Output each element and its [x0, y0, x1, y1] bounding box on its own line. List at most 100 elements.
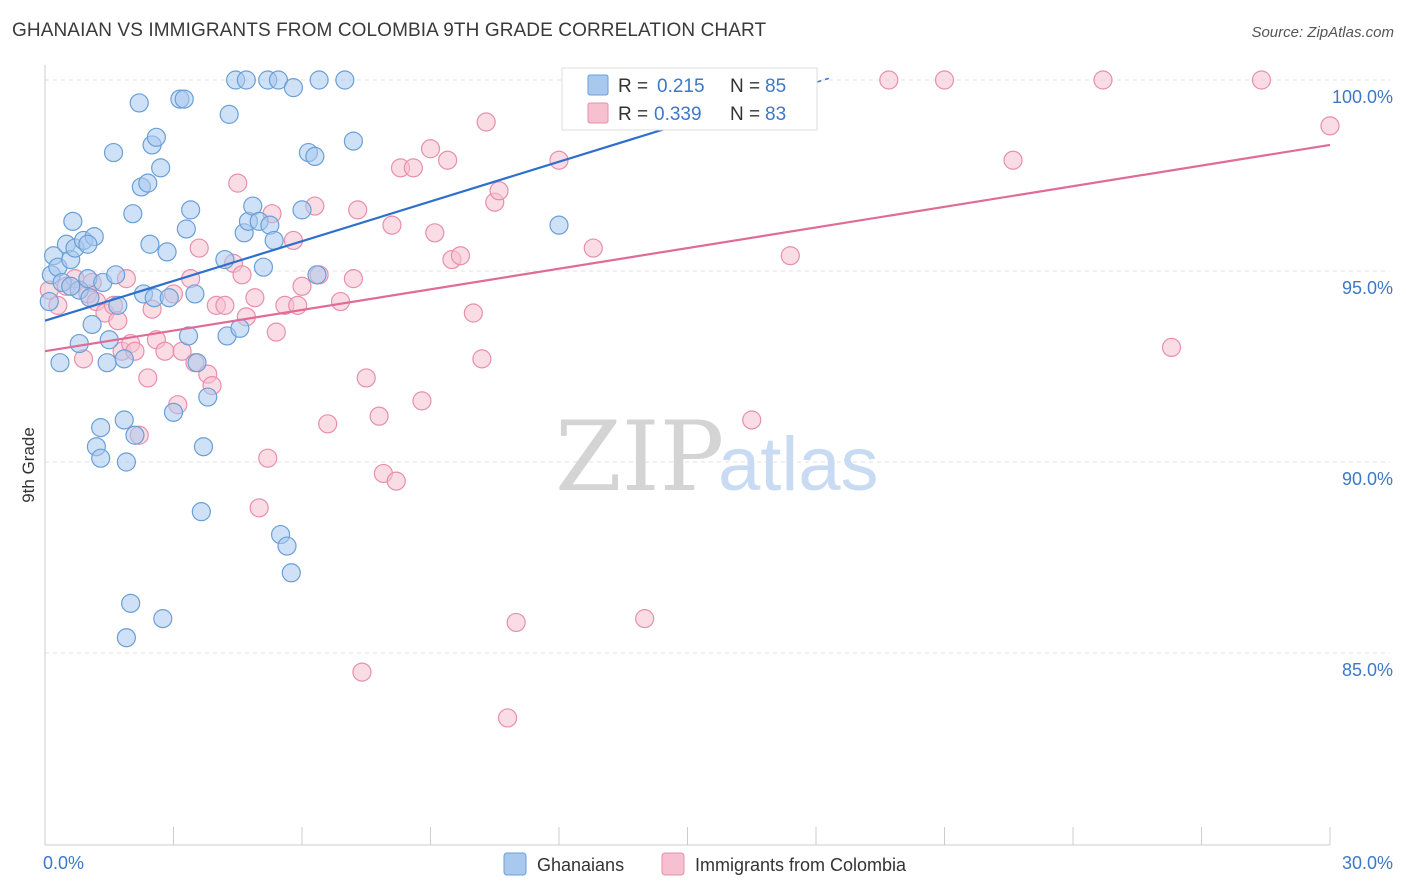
ghanaian-point: [187, 353, 207, 373]
y-tick-label: 90.0%: [1342, 469, 1393, 489]
ghanaian-point: [281, 563, 301, 583]
colombia-point: [742, 410, 762, 430]
legend-row2-n-value: 83: [765, 104, 786, 125]
ghanaian-point: [191, 502, 211, 522]
source-label: Source: ZipAtlas.com: [1251, 24, 1394, 41]
ghanaian-point: [181, 200, 201, 220]
ghanaian-point: [61, 276, 81, 296]
legend-stats: R = 0.215 N = 85 R = 0.339 N = 83: [561, 67, 818, 131]
legend-row1-n-value: 85: [765, 76, 786, 97]
colombia-point: [352, 662, 372, 682]
colombia-point: [420, 139, 441, 159]
ghanaian-point: [305, 146, 325, 166]
ghanaian-point: [198, 387, 218, 407]
colombia-trend-line: [44, 143, 1331, 353]
colombia-point: [258, 448, 278, 468]
ghanaian-point: [103, 142, 124, 163]
colombia-point: [438, 150, 458, 170]
ghanaian-point: [138, 173, 158, 193]
legend-ghanaians-label: Ghanaians: [537, 855, 624, 875]
legend-row2-r-label: R =: [618, 104, 648, 125]
colombia-point: [1320, 116, 1340, 136]
ghanaian-point: [97, 353, 117, 373]
ghanaian-point: [292, 200, 312, 220]
colombia-point: [498, 708, 518, 728]
colombia-point: [292, 276, 312, 296]
legend-row2-r-value: 0.339: [654, 104, 702, 125]
legend-row2-n-label: N =: [730, 104, 760, 125]
ghanaian-point: [219, 104, 239, 124]
ghanaian-point: [335, 70, 355, 90]
chart-title: GHANAIAN VS IMMIGRANTS FROM COLOMBIA 9TH…: [12, 20, 767, 41]
ghanaian-point: [253, 257, 274, 277]
ghanaian-point: [163, 402, 184, 422]
ghanaian-point: [146, 127, 166, 147]
colombia-point: [1251, 70, 1272, 90]
colombia-point: [386, 471, 406, 491]
ghanaian-point: [140, 234, 160, 254]
colombia-point: [412, 391, 432, 411]
colombia-point: [343, 269, 363, 289]
ghanaian-point: [549, 215, 569, 235]
watermark-zip: ZIP: [555, 401, 724, 513]
legend-blue-swatch: [587, 74, 609, 96]
ghanaian-point: [309, 70, 329, 90]
colombia-point: [879, 70, 899, 90]
axes: [44, 65, 1331, 846]
colombia-point: [232, 265, 252, 285]
legend-series: Ghanaians Immigrants from Colombia: [503, 852, 907, 876]
colombia-point: [489, 181, 509, 201]
colombia-point: [318, 414, 338, 434]
x-tick-labels: 0.0% 30.0%: [43, 853, 1393, 873]
ghanaian-point: [108, 295, 128, 315]
colombia-point: [1003, 150, 1023, 170]
ghanaian-point: [151, 158, 171, 178]
ghanaian-point: [307, 265, 327, 285]
colombia-point: [138, 368, 158, 388]
ghanaian-point: [185, 284, 205, 304]
colombia-point: [249, 498, 269, 518]
y-axis-label: 9th Grade: [19, 427, 38, 503]
colombia-point: [189, 238, 209, 258]
ghanaian-point: [157, 242, 177, 262]
y-tick-label: 95.0%: [1342, 278, 1393, 298]
legend-row1-n-label: N =: [730, 76, 760, 97]
ghanaian-point: [50, 353, 70, 373]
ghanaian-point: [106, 265, 126, 285]
colombia-point: [506, 612, 526, 633]
colombia-point: [472, 349, 492, 369]
colombia-point: [463, 303, 483, 323]
legend-colombia-label: Immigrants from Colombia: [695, 855, 907, 875]
ghanaian-point: [91, 448, 111, 468]
colombia-point: [635, 609, 655, 629]
ghanaian-point: [116, 452, 136, 472]
colombia-point: [425, 223, 445, 243]
colombia-point: [583, 238, 603, 258]
colombia-point: [356, 368, 376, 388]
ghanaian-point: [343, 131, 363, 151]
watermark: ZIP atlas: [555, 401, 879, 513]
series-ghanaians-points: [39, 70, 569, 648]
ghanaian-point: [193, 437, 214, 457]
legend-colombia-swatch: [661, 852, 685, 876]
ghanaian-point: [174, 89, 194, 109]
colombia-point: [403, 158, 423, 178]
colombia-point: [215, 295, 235, 315]
ghanaian-point: [125, 425, 145, 445]
ghanaian-point: [116, 628, 136, 648]
ghanaian-point: [114, 349, 134, 369]
ghanaian-point: [153, 609, 173, 629]
colombia-point: [934, 70, 955, 90]
ghanaian-point: [159, 288, 179, 308]
ghanaian-point: [283, 78, 304, 98]
colombia-point: [155, 341, 175, 361]
colombia-point: [369, 406, 389, 426]
series-colombia-points: [39, 70, 1340, 728]
ghanaian-point: [236, 70, 256, 90]
ghanaian-point: [123, 204, 143, 224]
ghanaian-point: [82, 314, 102, 335]
colombia-point: [382, 215, 402, 235]
ghanaian-point: [121, 593, 141, 613]
ghanaian-point: [129, 93, 149, 113]
